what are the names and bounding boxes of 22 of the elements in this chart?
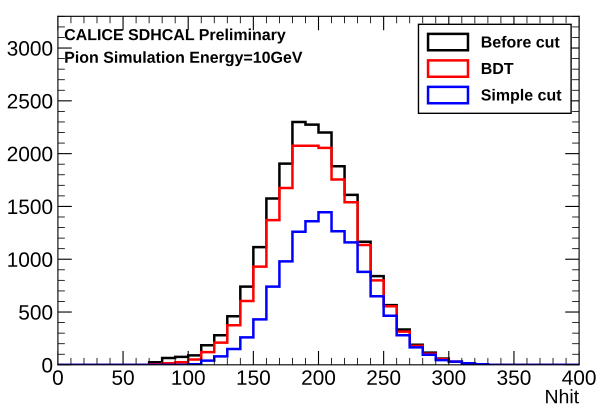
annotation: CALICE SDHCAL Preliminary <box>64 28 286 44</box>
x-tick-label: 0 <box>52 370 63 385</box>
legend-label: BDT <box>482 62 514 74</box>
x-tick-label: 300 <box>432 370 466 385</box>
legend-label: Before cut <box>482 36 560 48</box>
x-axis-title: Nhit <box>546 389 579 404</box>
legend-label: Simple cut <box>481 88 562 104</box>
x-tick-label: 100 <box>172 370 205 385</box>
x-tick-label: 250 <box>367 370 400 385</box>
x-tick-label: 400 <box>562 370 596 385</box>
y-tick-label: 3000 <box>8 41 52 56</box>
y-tick-label: 2000 <box>8 146 52 162</box>
y-tick-label: 500 <box>19 305 52 320</box>
y-tick-label: 1500 <box>8 199 52 214</box>
x-tick-label: 150 <box>238 370 270 385</box>
y-tick-label: 1000 <box>8 252 52 267</box>
y-tick-label: 0 <box>42 358 52 373</box>
x-tick-label: 200 <box>302 370 336 385</box>
x-tick-label: 350 <box>497 370 531 385</box>
x-tick-label: 50 <box>112 370 134 385</box>
annotation: Pion Simulation Energy=10GeV <box>65 51 302 66</box>
y-tick-label: 2500 <box>8 94 52 109</box>
